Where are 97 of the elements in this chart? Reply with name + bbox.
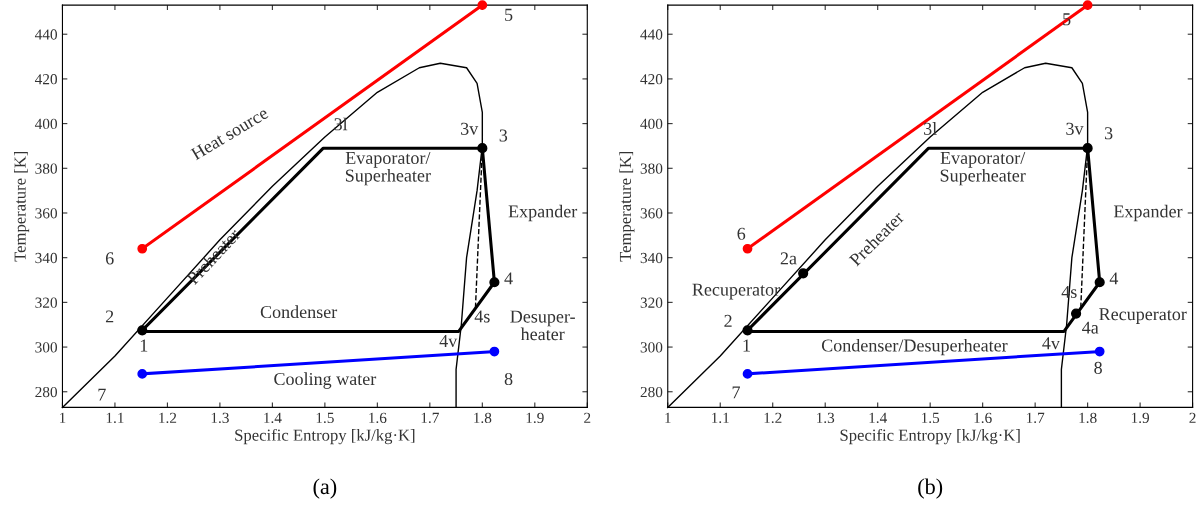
annotation: 3l (924, 122, 937, 135)
annotation: Recuperator (1099, 308, 1187, 324)
annotation: Desuper- heater (510, 310, 575, 341)
text: (b) (918, 478, 943, 499)
annotation: Heat source (190, 106, 269, 161)
point (1082, 143, 1093, 154)
annotation: 4 (504, 272, 513, 285)
annotation: Expander (1113, 204, 1183, 222)
x-tick-label: 1.5 (316, 412, 334, 424)
y-tick-label: 300 (35, 342, 58, 353)
y-tick-label: 380 (640, 163, 663, 174)
y-tick-label: 280 (35, 386, 58, 398)
annotation: 7 (732, 386, 740, 399)
point (1094, 346, 1105, 357)
x-tick-label: 1.8 (1079, 412, 1097, 424)
y-tick-label: 340 (640, 252, 663, 264)
annotation: Condenser (260, 305, 338, 319)
annotation: 8 (504, 372, 513, 386)
y-tick-label: 420 (640, 74, 663, 85)
y-tick-label: 280 (640, 386, 663, 398)
point (137, 243, 148, 254)
annotation: 2 (105, 310, 114, 323)
point (742, 369, 753, 379)
x-tick-label: 1.4 (264, 412, 282, 424)
annotation: Evaporator/ Superheater (345, 151, 431, 186)
point (1094, 277, 1105, 288)
annotation: 7 (98, 388, 106, 401)
x-tick-label: 1.9 (1131, 412, 1150, 424)
annotation: 4v (1042, 337, 1060, 350)
x-tick-label: 1 (665, 412, 671, 423)
point (489, 277, 500, 288)
x-tick-label: 1.7 (1026, 412, 1045, 424)
x-tick-label: 1.1 (712, 412, 729, 424)
annotation: 3v (1066, 122, 1084, 135)
point (137, 369, 148, 379)
y-tick-label: 440 (34, 29, 58, 40)
annotation: Recuperator (692, 283, 780, 300)
point (742, 325, 753, 336)
x-tick-label: 1.7 (421, 412, 439, 424)
y-tick-label: 360 (640, 208, 663, 219)
x-tick-label: 1 (59, 412, 66, 423)
y-tick-label: 320 (35, 297, 58, 308)
point (742, 243, 753, 254)
x-tick-label: 1.9 (526, 412, 544, 424)
y-axis-title: Temperature [K] (14, 151, 30, 262)
point (477, 0, 488, 11)
x-tick-label: 1.2 (159, 412, 177, 424)
annotation: 5 (505, 8, 513, 21)
annotation: 1 (743, 339, 750, 352)
y-tick-label: 340 (35, 252, 58, 264)
x-tick-label: 1.6 (369, 412, 387, 424)
point (137, 325, 148, 336)
annotation: Condenser/Desuperheater (821, 338, 1008, 356)
point (1082, 0, 1093, 11)
x-axis-title: Specific Entropy [kJ/kg·K] (235, 428, 415, 445)
x-tick-label: 1.3 (817, 412, 835, 424)
text: (a) (313, 478, 337, 499)
annotation: 6 (737, 227, 746, 240)
annotation: 3v (461, 122, 479, 135)
y-axis-title: Temperature [K] (619, 151, 635, 262)
x-tick-label: 1.4 (869, 412, 887, 424)
annotation: Evaporator/ Superheater (940, 151, 1026, 186)
y-tick-label: 440 (640, 29, 663, 40)
x-tick-label: 2 (1189, 412, 1196, 423)
annotation: 5 (1063, 13, 1071, 26)
annotation: 4a (1082, 321, 1099, 334)
annotation: Expander (508, 204, 578, 222)
point (489, 346, 500, 357)
point (798, 268, 809, 279)
x-tick-label: 1.1 (106, 412, 124, 424)
y-tick-label: 400 (640, 118, 663, 130)
y-tick-label: 360 (35, 208, 58, 219)
annotation: 2 (724, 314, 732, 327)
annotation: 4 (1109, 272, 1119, 285)
x-tick-label: 1.6 (974, 412, 992, 424)
annotation: 4v (439, 335, 458, 348)
x-tick-label: 1.8 (474, 412, 492, 424)
y-tick-label: 380 (35, 163, 58, 174)
annotation: 3 (1104, 127, 1113, 140)
y-tick-label: 300 (640, 342, 663, 353)
annotation: 3 (499, 129, 508, 142)
x-tick-label: 1.3 (211, 412, 229, 424)
annotation: 2a (780, 252, 797, 265)
y-tick-label: 420 (34, 74, 58, 85)
annotation: 4s (474, 310, 490, 323)
x-tick-label: 1.5 (921, 412, 940, 424)
point (1070, 308, 1082, 319)
annotation: 1 (140, 339, 148, 352)
annotation: 8 (1094, 361, 1102, 374)
y-tick-label: 320 (640, 297, 663, 308)
x-tick-label: 1.2 (764, 412, 782, 424)
y-tick-label: 400 (34, 118, 58, 130)
annotation: Cooling water (274, 372, 377, 389)
x-axis-title: Specific Entropy [kJ/kg·K] (840, 428, 1020, 445)
point (477, 143, 488, 154)
annotation: 6 (105, 252, 114, 265)
x-tick-label: 2 (584, 412, 591, 423)
